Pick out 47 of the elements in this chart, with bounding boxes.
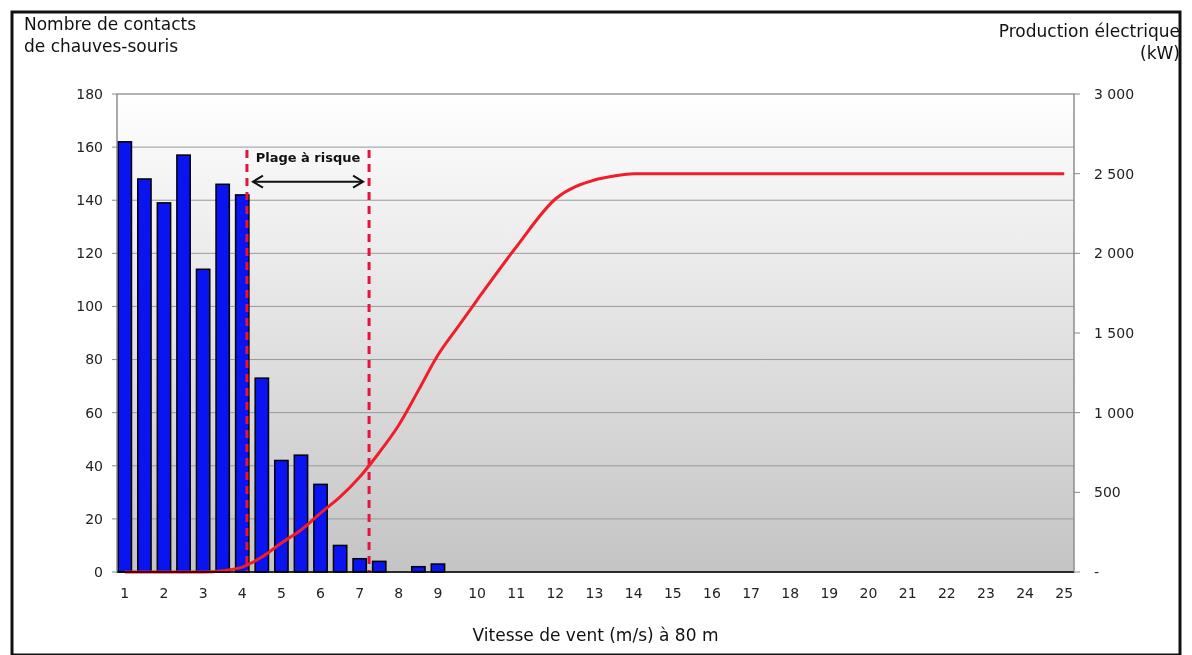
x-tick-label: 9 xyxy=(433,585,443,601)
y-tick-label: 100 xyxy=(76,298,103,315)
x-axis-title: Vitesse de vent (m/s) à 80 m xyxy=(472,625,719,645)
y2-tick-label: 2 500 xyxy=(1094,165,1135,182)
x-tick-label: 22 xyxy=(937,585,956,601)
y2-axis-title: Production électrique (kW) xyxy=(998,21,1180,63)
x-tick-label: 16 xyxy=(703,585,721,601)
x-tick-label: 24 xyxy=(1016,585,1035,601)
x-tick-label: 8 xyxy=(394,585,404,601)
x-tick-label: 5 xyxy=(276,585,286,601)
annotation: Plage à risque xyxy=(255,149,361,165)
x-tick-label: 17 xyxy=(742,585,760,601)
y-tick-label: 180 xyxy=(76,85,103,102)
y-tick-label: 20 xyxy=(85,510,103,527)
x-tick-label: 21 xyxy=(898,585,917,601)
x-tick-label: 10 xyxy=(468,585,487,601)
y-tick-label: 40 xyxy=(85,457,103,474)
y-tick-label: 60 xyxy=(85,404,103,421)
y2-tick-label: 3 000 xyxy=(1094,85,1135,102)
y2-tick-label: 2 000 xyxy=(1094,245,1135,262)
x-tick-label: 23 xyxy=(977,585,995,601)
x-tick-label: 25 xyxy=(1055,585,1074,601)
x-tick-label: 13 xyxy=(585,585,604,601)
x-tick-label: 4 xyxy=(237,585,247,601)
x-tick-label: 18 xyxy=(781,585,800,601)
y-axis-title: Nombre de contacts de chauves-souris xyxy=(24,14,197,56)
y-tick-label: 80 xyxy=(85,351,103,368)
x-tick-label: 15 xyxy=(663,585,682,601)
y-tick-label: 160 xyxy=(76,139,103,156)
x-tick-label: 20 xyxy=(859,585,878,601)
line-series xyxy=(123,172,1066,574)
x-tick-label: 19 xyxy=(820,585,839,601)
y2-tick-label: 500 xyxy=(1094,484,1121,501)
x-tick-label: 14 xyxy=(624,585,643,601)
x-tick-label: 6 xyxy=(316,585,326,601)
x-tick-label: 7 xyxy=(355,585,365,601)
x-tick-label: 2 xyxy=(159,585,169,601)
x-tick-label: 1 xyxy=(120,585,130,601)
y2-tick-label: 1 000 xyxy=(1094,404,1135,421)
y-tick-label: 0 xyxy=(94,563,103,580)
y2-tick-label: - xyxy=(1094,563,1100,580)
x-tick-label: 12 xyxy=(546,585,565,601)
y-tick-label: 140 xyxy=(76,192,103,209)
y2-tick-label: 1 500 xyxy=(1094,324,1135,341)
x-tick-label: 11 xyxy=(507,585,526,601)
x-tick-label: 3 xyxy=(198,585,208,601)
y-tick-label: 120 xyxy=(76,245,103,262)
